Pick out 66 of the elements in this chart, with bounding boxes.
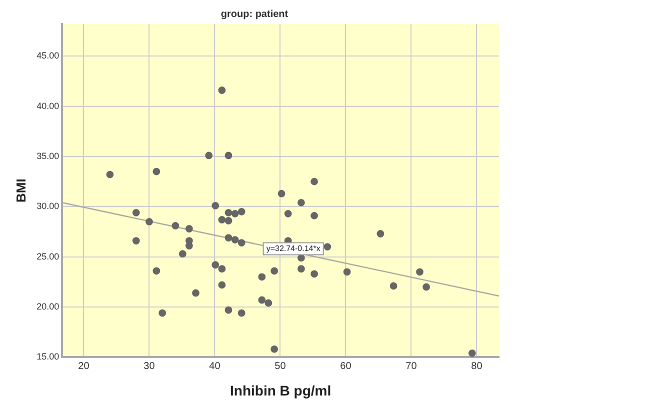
chart-title: group: patient	[220, 8, 289, 20]
point	[278, 190, 286, 198]
point	[218, 265, 226, 273]
point	[343, 268, 351, 276]
point	[238, 208, 246, 216]
y-tick-label: 25.00	[36, 251, 60, 262]
point	[231, 236, 239, 244]
point	[310, 270, 318, 278]
y-tick-label: 15.00	[36, 352, 60, 362]
y-tick-label: 40.00	[36, 100, 60, 111]
point	[238, 239, 246, 246]
point	[212, 202, 220, 210]
y-tick-label: 45.00	[36, 50, 60, 61]
point	[212, 261, 220, 269]
x-axis-title: Inhibin B pg/ml	[230, 382, 332, 398]
point	[297, 198, 305, 206]
point	[297, 265, 305, 273]
point	[390, 282, 398, 290]
point	[224, 306, 232, 314]
x-tick-label: 70	[406, 360, 418, 372]
point	[264, 299, 272, 307]
point	[224, 208, 232, 216]
point	[224, 217, 232, 224]
x-tick-label: 60	[340, 360, 352, 372]
y-tick-label: 30.00	[36, 201, 60, 212]
x-tick-label: 50	[274, 360, 286, 372]
point	[258, 296, 266, 304]
point	[324, 243, 332, 251]
point	[218, 281, 226, 289]
point	[231, 210, 239, 218]
point	[158, 309, 166, 317]
x-tick-label: 30	[144, 360, 156, 372]
point	[106, 170, 114, 178]
y-tick-label: 35.00	[36, 150, 60, 161]
point	[310, 178, 318, 186]
point	[178, 250, 186, 258]
point	[224, 152, 232, 160]
annotation: y=32.74-0.14*x	[266, 244, 320, 254]
point	[258, 273, 266, 281]
point	[146, 218, 153, 226]
point	[416, 268, 424, 276]
point	[218, 216, 226, 224]
x-tick-label: 20	[78, 360, 90, 372]
point	[284, 210, 292, 218]
point	[172, 222, 180, 230]
x-tick-label: 80	[471, 360, 483, 372]
point	[224, 234, 232, 242]
point	[270, 345, 278, 353]
point	[192, 289, 200, 297]
point	[152, 267, 160, 275]
point	[218, 86, 226, 94]
point	[132, 237, 140, 244]
point	[152, 168, 160, 176]
point	[185, 242, 193, 250]
point	[468, 349, 476, 357]
point	[376, 230, 384, 238]
point	[238, 309, 246, 317]
x-tick-label: 40	[209, 360, 221, 372]
y-tick-label: 20.00	[36, 302, 60, 312]
y-axis-title: BMI	[13, 178, 28, 203]
point	[422, 283, 430, 291]
point	[270, 267, 278, 275]
point	[132, 208, 140, 216]
point	[310, 212, 318, 220]
point	[185, 225, 193, 232]
point	[205, 152, 213, 160]
